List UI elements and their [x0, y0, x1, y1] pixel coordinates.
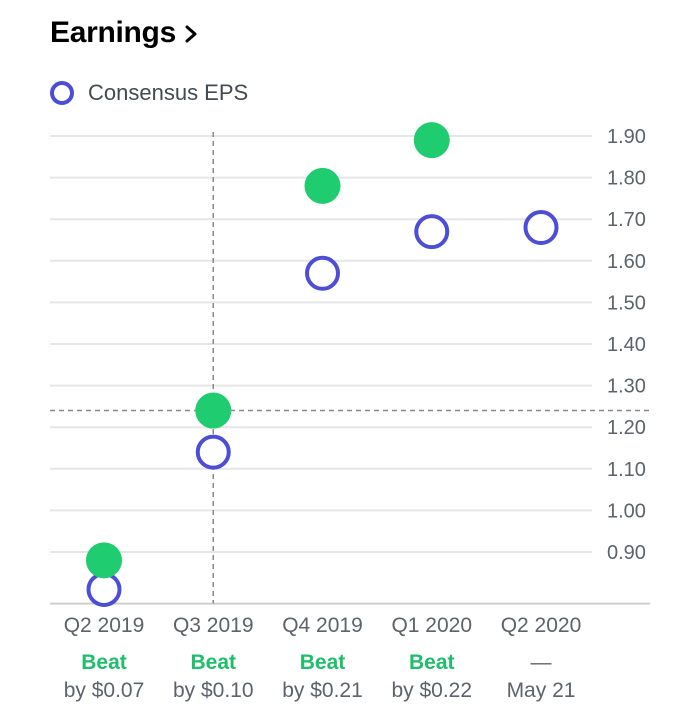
- result-detail: by $0.22: [391, 679, 472, 702]
- result-status: Beat: [300, 651, 346, 674]
- point-actual-eps: [86, 542, 122, 579]
- point-consensus-eps: [195, 434, 231, 470]
- result-detail: by $0.07: [64, 679, 145, 702]
- y-tick-label: 1.10: [607, 459, 646, 481]
- x-tick-label: Q1 2020: [391, 614, 472, 637]
- y-tick-label: 1.80: [607, 168, 646, 190]
- point-consensus-eps: [305, 255, 340, 291]
- y-tick-label: 1.00: [607, 500, 646, 522]
- result-detail: by $0.21: [282, 679, 363, 702]
- point-consensus-eps: [523, 210, 559, 246]
- y-tick-label: 0.90: [607, 542, 646, 564]
- x-tick-label: Q2 2019: [64, 614, 145, 637]
- result-detail: May 21: [507, 679, 576, 702]
- result-detail: by $0.10: [173, 679, 254, 702]
- result-status: Beat: [190, 651, 236, 674]
- y-tick-label: 1.20: [607, 417, 646, 439]
- result-status: —: [531, 651, 552, 674]
- page-title: Earnings: [50, 16, 176, 49]
- result-status: Beat: [409, 651, 455, 674]
- y-tick-label: 1.30: [607, 376, 646, 398]
- point-actual-eps: [413, 122, 450, 159]
- point-consensus-eps: [86, 571, 122, 607]
- earnings-header[interactable]: Earnings: [50, 16, 198, 50]
- point-actual-eps: [304, 167, 341, 204]
- chart-legend: Consensus EPS: [50, 80, 248, 106]
- result-status: Beat: [81, 651, 127, 674]
- y-tick-label: 1.60: [607, 251, 646, 273]
- y-tick-label: 1.50: [607, 292, 646, 314]
- chevron-right-icon[interactable]: [184, 25, 198, 48]
- y-tick-label: 1.40: [607, 334, 646, 356]
- point-actual-eps: [195, 392, 232, 429]
- legend-label-consensus: Consensus EPS: [88, 80, 249, 105]
- legend-swatch-consensus: [50, 81, 74, 105]
- y-tick-label: 1.90: [607, 126, 646, 148]
- point-consensus-eps: [414, 214, 450, 250]
- x-tick-label: Q2 2020: [501, 614, 582, 637]
- x-tick-label: Q3 2019: [173, 614, 254, 637]
- y-tick-label: 1.70: [607, 209, 646, 231]
- x-tick-label: Q4 2019: [282, 614, 363, 637]
